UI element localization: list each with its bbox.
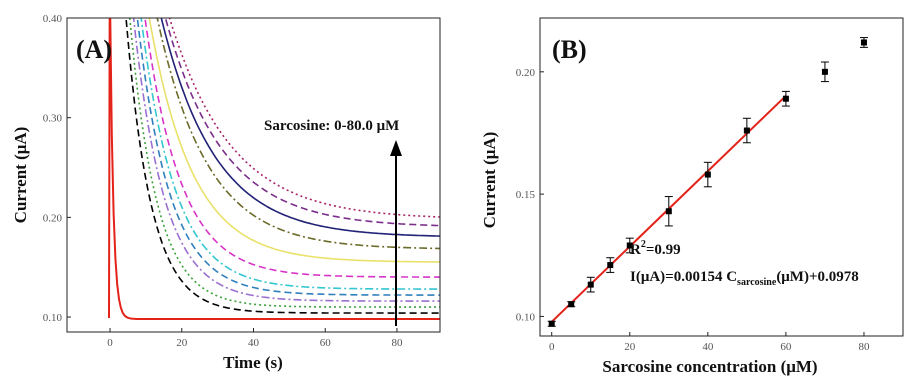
r-squared-text: R2=0.99 (630, 239, 681, 258)
panel-a: 0 20 40 60 80 0.10 0.20 0.30 0.40 (A) Time (s) C… (11, 13, 441, 372)
data-point (606, 257, 615, 273)
point-marker (607, 262, 614, 269)
panel-b-x-axis-label: Sarcosine concentration (μM) (602, 357, 817, 376)
panel-b-axis-ticks: 0 20 40 60 80 0.10 0.15 0.20 (516, 67, 870, 353)
panel-b-frame (539, 17, 904, 337)
y-tick-label: 0.10 (43, 312, 63, 324)
point-marker (860, 39, 867, 46)
data-point (547, 320, 556, 327)
regression-equation: I(μA)=0.00154 Csarcosine(μM)+0.0978 (630, 269, 859, 288)
y-tick-label: 0.30 (43, 113, 63, 125)
current-trace-8 (148, 18, 440, 263)
panel-a-y-axis-label: Current (μA) (11, 127, 30, 224)
point-marker (665, 208, 672, 215)
current-trace-6 (140, 18, 440, 290)
y-tick-label: 0.20 (43, 212, 63, 224)
x-tick-label: 80 (391, 337, 403, 349)
current-trace-5 (136, 18, 440, 296)
current-trace-11 (164, 18, 440, 227)
x-tick-label: 40 (702, 341, 714, 353)
data-point (859, 37, 868, 48)
data-point (586, 276, 595, 293)
point-marker (821, 68, 828, 75)
current-trace-3 (128, 18, 440, 308)
panel-a-label: (A) (76, 35, 112, 64)
data-point (820, 61, 829, 83)
data-point (664, 196, 673, 227)
x-tick-label: 0 (107, 337, 113, 349)
data-point (625, 237, 634, 254)
point-marker (704, 171, 711, 178)
data-point (742, 117, 751, 144)
x-tick-label: 40 (248, 337, 260, 349)
y-tick-label: 0.40 (43, 13, 63, 25)
panel-a-curves (108, 18, 440, 320)
point-marker (782, 95, 789, 102)
point-marker (743, 127, 750, 134)
point-marker (587, 281, 594, 288)
current-trace-2 (125, 18, 440, 314)
current-trace-1 (108, 18, 440, 320)
panel-b-label: (B) (552, 35, 587, 64)
panel-a-frame (66, 17, 441, 333)
x-tick-label: 20 (624, 341, 636, 353)
current-trace-10 (160, 18, 440, 237)
panel-a-axis-ticks: 0 20 40 60 80 0.10 0.20 0.30 0.40 (43, 13, 403, 349)
current-trace-12 (168, 18, 440, 218)
x-tick-label: 20 (176, 337, 188, 349)
point-marker (568, 301, 575, 308)
point-marker (626, 242, 633, 249)
current-trace-7 (144, 18, 440, 278)
point-marker (548, 320, 555, 327)
current-trace-9 (156, 18, 440, 250)
panel-b: 0 20 40 60 80 0.10 0.15 0.20 (B) Sarcosine conc… (480, 17, 904, 376)
data-point (781, 90, 790, 107)
y-tick-label: 0.20 (516, 67, 536, 79)
x-tick-label: 60 (780, 341, 792, 353)
y-tick-label: 0.10 (516, 311, 536, 323)
sarcosine-range-annotation: Sarcosine: 0-80.0 μM (264, 118, 399, 134)
x-tick-label: 60 (320, 337, 332, 349)
x-tick-label: 0 (549, 341, 555, 353)
y-tick-label: 0.15 (516, 189, 536, 201)
x-tick-label: 80 (858, 341, 870, 353)
data-point (567, 301, 576, 308)
panel-b-data-points (547, 37, 868, 327)
panel-a-x-axis-label: Time (s) (223, 353, 283, 372)
data-point (703, 161, 712, 188)
panel-b-y-axis-label: Current (μA) (480, 132, 499, 229)
increase-arrow (390, 140, 402, 326)
